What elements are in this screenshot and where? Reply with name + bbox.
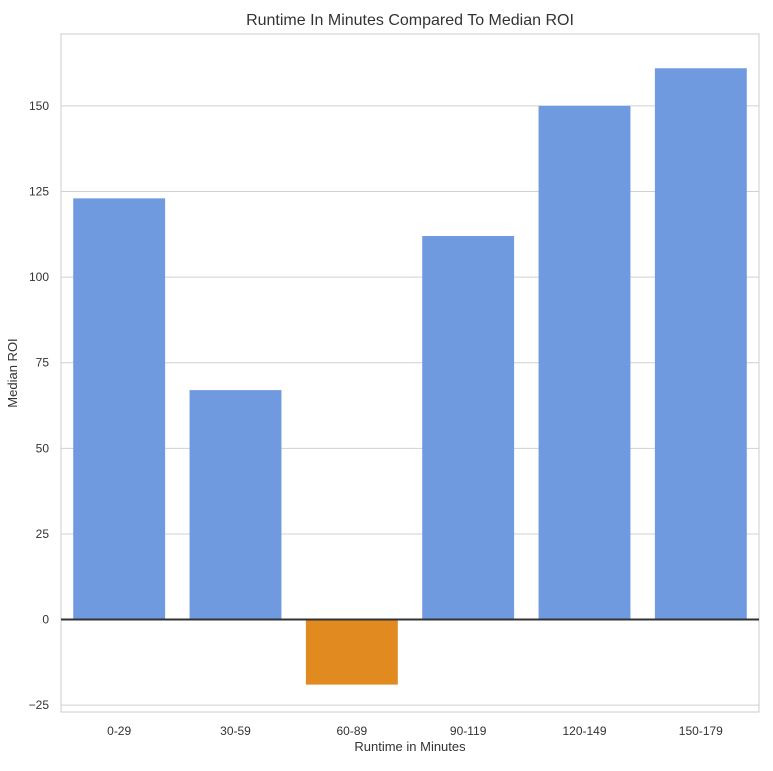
y-tick-label: 100 [29,270,49,284]
bar-90-119 [422,236,515,620]
y-tick-label: 150 [29,99,49,113]
bar-60-89 [305,619,398,685]
bar-0-29 [73,198,166,620]
x-tick-label: 150-179 [679,724,723,738]
x-tick-label: 30-59 [220,724,251,738]
y-tick-label: 75 [36,356,50,370]
y-axis-label: Median ROI [5,338,20,407]
bar-150-179 [654,68,747,620]
x-axis-label: Runtime in Minutes [354,739,466,754]
chart-title: Runtime In Minutes Compared To Median RO… [246,12,574,29]
x-axis-ticks: 0-29 30-59 60-89 90-119 120-149 150-179 [107,724,723,738]
y-tick-label: 25 [36,527,50,541]
y-tick-label: 50 [36,441,50,455]
bar-120-149 [538,105,631,620]
plot-frame [60,33,760,713]
y-axis-ticks: −25 0 25 50 75 100 125 150 [29,99,50,712]
bars [73,68,747,685]
x-tick-label: 120-149 [562,724,606,738]
y-tick-label: 0 [42,613,49,627]
y-tick-label: 125 [29,185,49,199]
x-tick-label: 60-89 [336,724,367,738]
x-tick-label: 0-29 [107,724,131,738]
bar-30-59 [189,390,282,620]
y-tick-label: −25 [29,698,50,712]
x-tick-label: 90-119 [450,724,487,738]
